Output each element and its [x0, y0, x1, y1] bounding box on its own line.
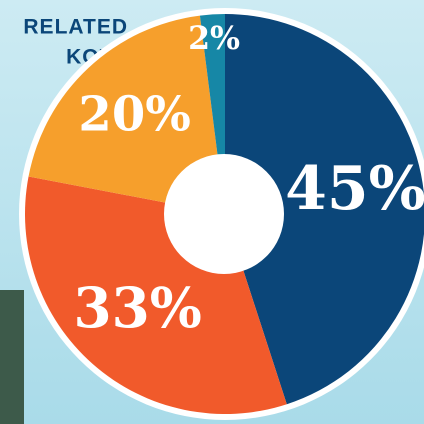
donut-hole	[164, 154, 284, 274]
value-label: 33%	[74, 276, 202, 340]
labels: 45% 33% 20% 2%	[74, 20, 424, 340]
value-label: 45%	[285, 154, 424, 224]
slice	[28, 15, 226, 215]
photo-fragment	[0, 290, 24, 424]
value-label: 2%	[188, 20, 240, 57]
slice	[225, 14, 424, 405]
value-label: 20%	[78, 86, 190, 142]
annotation: RELATED	[23, 16, 128, 39]
